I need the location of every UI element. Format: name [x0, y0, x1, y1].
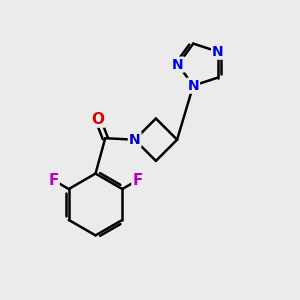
- Text: N: N: [172, 58, 184, 72]
- Text: N: N: [129, 133, 140, 147]
- Text: O: O: [92, 112, 104, 127]
- Text: N: N: [212, 45, 224, 58]
- Text: N: N: [188, 79, 199, 93]
- Text: F: F: [132, 173, 143, 188]
- Text: F: F: [48, 173, 59, 188]
